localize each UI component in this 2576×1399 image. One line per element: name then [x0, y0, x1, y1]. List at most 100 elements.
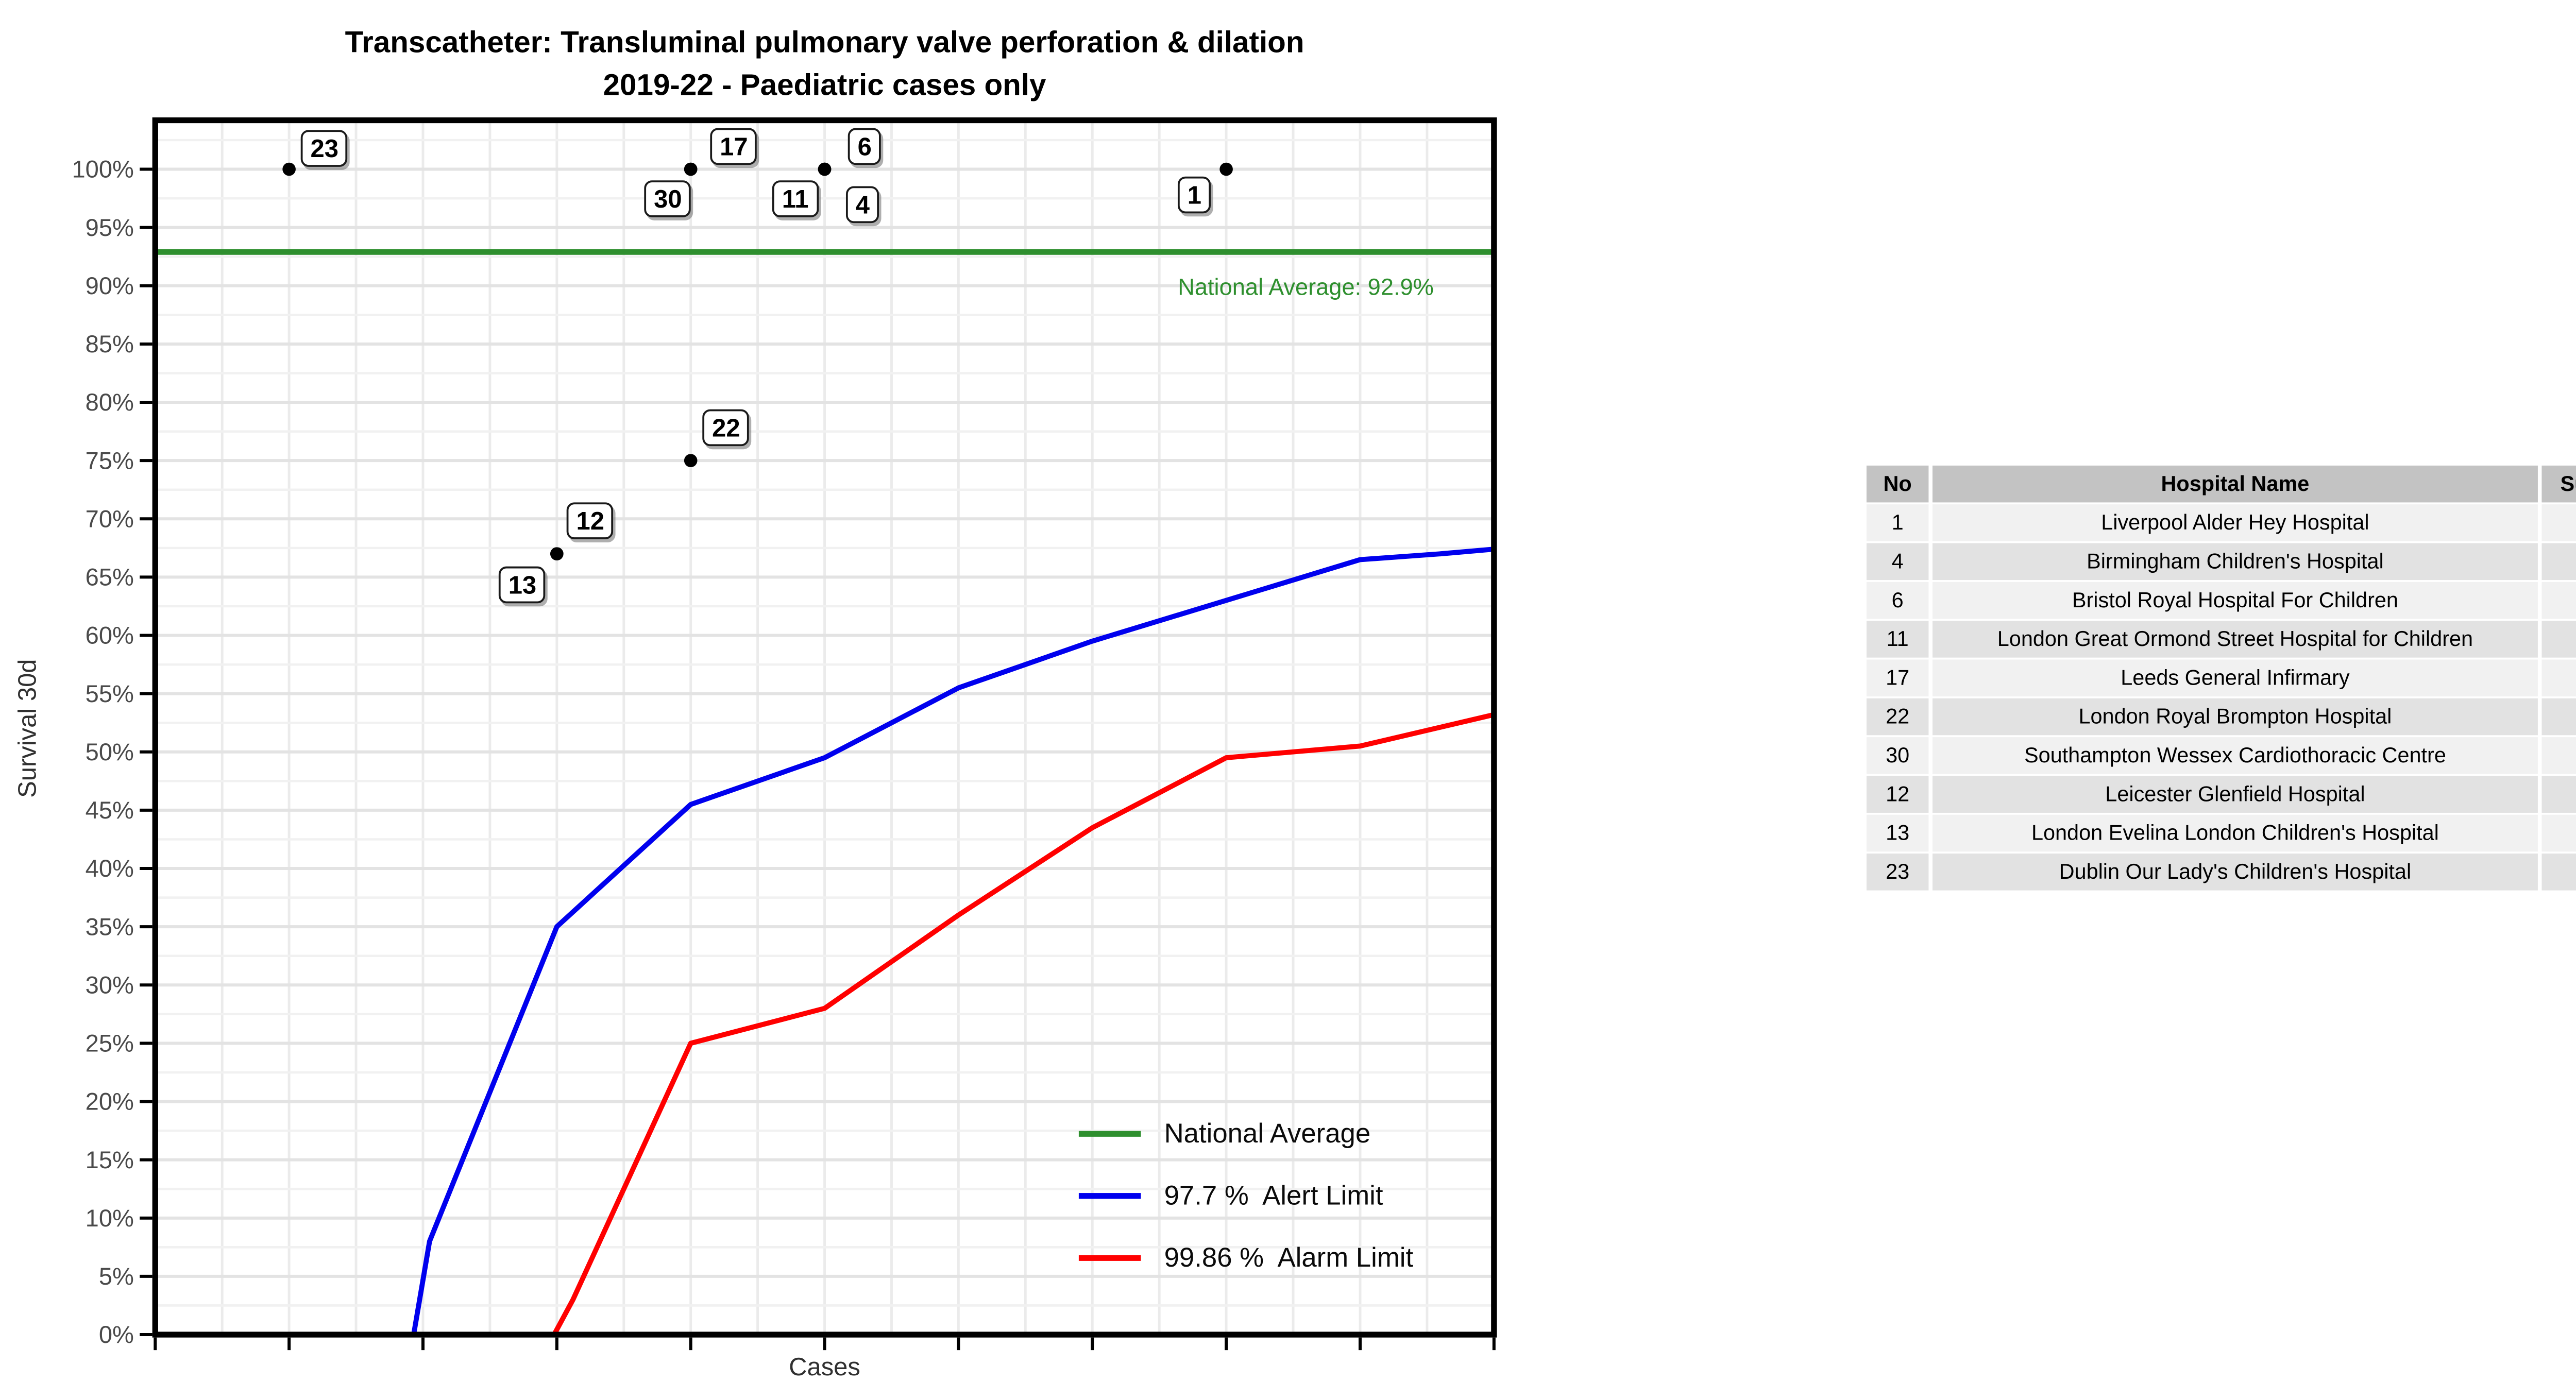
table-cell-survival: 100%: [2541, 582, 2576, 619]
chart-title: Transcatheter: Transluminal pulmonary va…: [204, 23, 1445, 109]
table-cell-no: 12: [1866, 776, 1929, 813]
y-tick-label: 85%: [86, 330, 134, 357]
y-tick-label: 0%: [99, 1321, 134, 1348]
hospital-point-label: 13: [498, 567, 547, 605]
table-cell-hospital-name: Liverpool Alder Hey Hospital: [1932, 504, 2538, 541]
table-cell-survival: 67%: [2541, 776, 2576, 813]
hospital-point-label: 11: [772, 181, 819, 218]
hospital-point: [684, 162, 698, 176]
table-cell-survival: 100%: [2541, 621, 2576, 658]
y-tick-label: 90%: [86, 272, 134, 299]
hospital-point: [550, 547, 564, 560]
y-tick-label: 5%: [99, 1262, 134, 1290]
table-cell-no: 17: [1866, 659, 1929, 696]
hospital-point-label: 12: [566, 503, 614, 540]
hospital-point: [282, 162, 296, 176]
table-cell-no: 6: [1866, 582, 1929, 619]
y-tick-label: 40%: [86, 855, 134, 882]
table-header-cell: Hospital Name: [1932, 465, 2538, 503]
table-cell-hospital-name: London Great Ormond Street Hospital for …: [1932, 621, 2538, 658]
hospital-point-label: 4: [845, 186, 879, 224]
legend-label: National Average: [1164, 1117, 1371, 1149]
hospital-point: [684, 454, 698, 467]
hospital-point-label: 30: [644, 181, 692, 218]
table-cell-no: 22: [1866, 698, 1929, 736]
plot-border: [152, 117, 1497, 1338]
table-cell-hospital-name: London Royal Brompton Hospital: [1932, 698, 2538, 736]
y-tick-label: 80%: [86, 388, 134, 416]
legend-swatch-line: [1078, 1130, 1141, 1136]
table-cell-hospital-name: Birmingham Children's Hospital: [1932, 543, 2538, 581]
table-cell-hospital-name: London Evelina London Children's Hospita…: [1932, 814, 2538, 852]
x-axis-title: Cases: [789, 1352, 860, 1381]
table-cell-no: 23: [1866, 854, 1929, 891]
hospital-point: [1219, 162, 1233, 176]
y-tick-label: 100%: [72, 156, 133, 183]
legend-label: 99.86 % Alarm Limit: [1164, 1241, 1414, 1273]
table-header-cell: No: [1866, 465, 1929, 503]
y-tick-label: 50%: [86, 738, 134, 765]
legend-entry: 97.7 % Alert Limit: [1078, 1178, 1383, 1213]
y-tick-label: 55%: [86, 680, 134, 707]
y-axis-title: Survival 30d: [12, 659, 42, 798]
hospital-point: [818, 162, 832, 176]
table-cell-hospital-name: Southampton Wessex Cardiothoracic Centre: [1932, 737, 2538, 774]
legend-label: 97.7 % Alert Limit: [1164, 1179, 1383, 1210]
y-tick-label: 20%: [86, 1088, 134, 1115]
legend-swatch-line: [1078, 1192, 1141, 1198]
table-cell-survival: 100%: [2541, 504, 2576, 541]
y-tick-label: 15%: [86, 1146, 134, 1173]
chart-title-line1: Transcatheter: Transluminal pulmonary va…: [345, 27, 1304, 60]
legend-swatch-line: [1078, 1254, 1141, 1260]
table-cell-no: 30: [1866, 737, 1929, 774]
chart-title-line2: 2019-22 - Paediatric cases only: [603, 70, 1046, 103]
table-cell-survival: 75%: [2541, 698, 2576, 736]
table-cell-hospital-name: Bristol Royal Hospital For Children: [1932, 582, 2538, 619]
table-cell-hospital-name: Leicester Glenfield Hospital: [1932, 776, 2538, 813]
y-tick-label: 30%: [86, 971, 134, 998]
national-average-annotation: National Average: 92.9%: [1178, 273, 1434, 301]
table-row: 11 London Great Ormond Street Hospital fo…: [1866, 621, 2576, 658]
table-cell-survival: 67%: [2541, 814, 2576, 852]
y-tick-label: 60%: [86, 622, 134, 649]
y-tick-label: 95%: [86, 214, 134, 241]
hospital-point-label: 22: [702, 410, 750, 447]
y-tick-label: 10%: [86, 1204, 134, 1232]
hospital-point-label: 17: [710, 128, 758, 165]
table-cell-no: 4: [1866, 543, 1929, 581]
legend-entry: 99.86 % Alarm Limit: [1078, 1239, 1414, 1274]
hospital-point-label: 23: [300, 130, 348, 167]
alert-limit-line: [411, 547, 1495, 1335]
y-tick-label: 65%: [86, 564, 134, 591]
table-cell-hospital-name: Dublin Our Lady's Children's Hospital: [1932, 854, 2538, 891]
alarm-limit-line: [552, 712, 1495, 1336]
legend-entry: National Average: [1078, 1115, 1371, 1150]
table-cell-no: 13: [1866, 814, 1929, 852]
y-tick-label: 75%: [86, 447, 134, 474]
table-header-cell: Survival 30d: [2541, 465, 2576, 503]
table-cell-no: 11: [1866, 621, 1929, 658]
table-row: 30 Southampton Wessex Cardiothoracic Cent…: [1866, 737, 2576, 774]
hospital-point-label: 1: [1177, 177, 1211, 214]
y-tick-label: 25%: [86, 1030, 134, 1057]
table-cell-survival: 100%: [2541, 659, 2576, 696]
y-tick-label: 70%: [86, 505, 134, 532]
funnel-plot: 0% 5% 10% 15% 20% 25% 30% 35% 40% 45% 50% 55% 60% 65%…: [72, 117, 1497, 1351]
y-tick-label: 45%: [86, 796, 134, 824]
table-cell-survival: 100%: [2541, 543, 2576, 581]
table-cell-no: 1: [1866, 504, 1929, 541]
table-cell-survival: 100%: [2541, 737, 2576, 774]
hospital-point-label: 6: [848, 128, 882, 165]
table-row: 13 London Evelina London Children's Hospi…: [1866, 814, 2576, 852]
table-cell-survival: 100%: [2541, 854, 2576, 891]
